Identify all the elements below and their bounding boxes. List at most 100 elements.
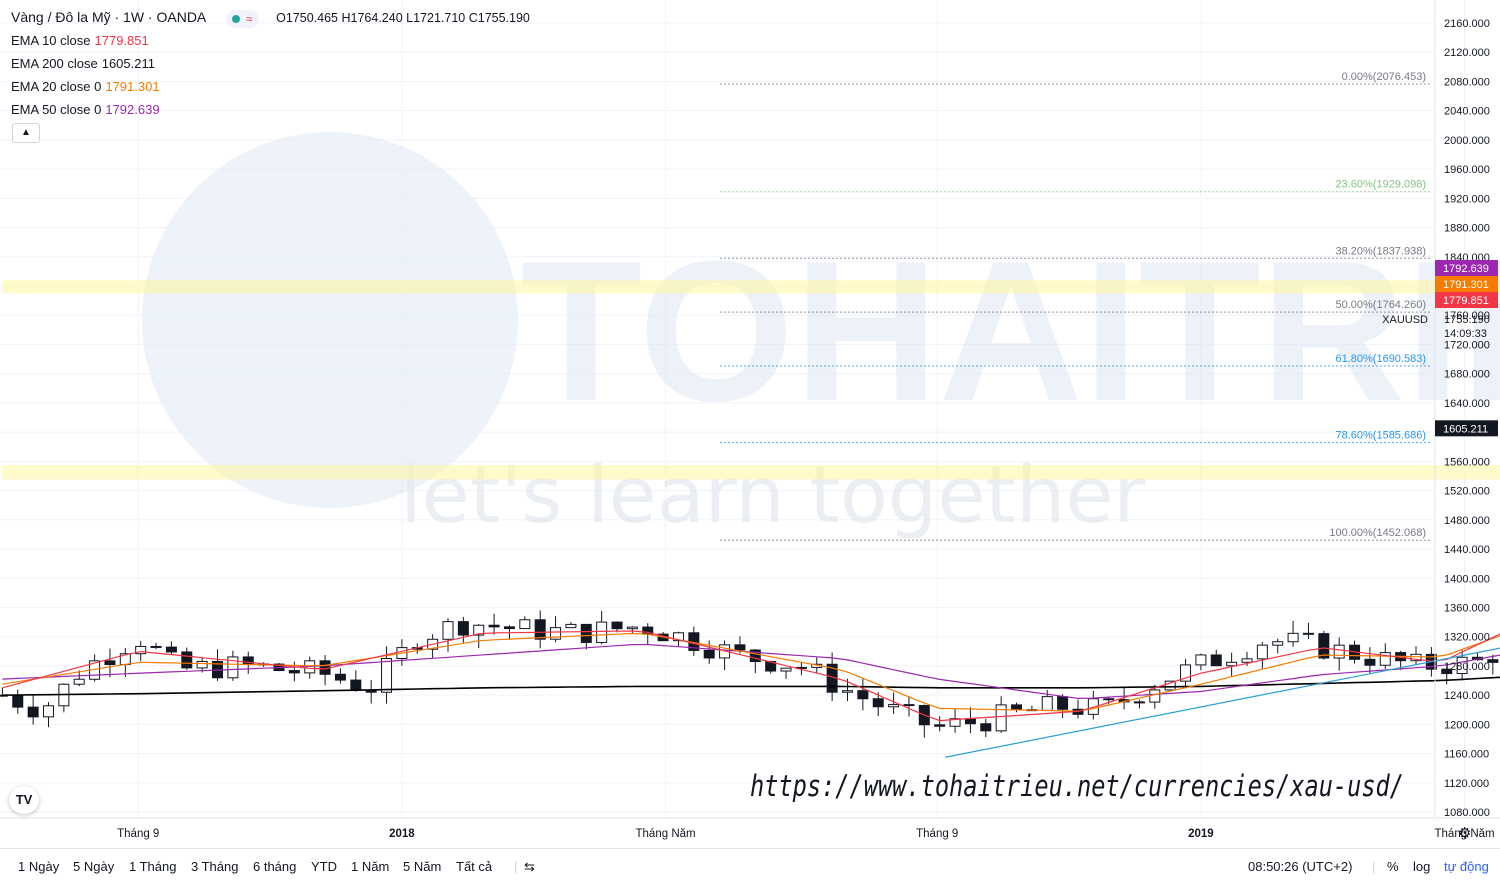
tf-5d[interactable]: 5 Ngày: [73, 859, 115, 874]
candle-body: [1180, 664, 1192, 682]
time-tick-label: 2018: [389, 828, 415, 840]
tf-5y[interactable]: 5 Năm: [403, 859, 442, 874]
price-label-text: 1605.211: [1443, 423, 1488, 435]
indicator-value: 1792.639: [105, 102, 160, 117]
candle-body: [196, 660, 208, 669]
bottom-toolbar: 1 Ngày 5 Ngày 1 Tháng 3 Tháng 6 tháng YT…: [0, 848, 1500, 883]
date-range-icon[interactable]: ⇆: [524, 859, 535, 874]
ohlc-open-label: O: [276, 11, 286, 25]
indicator-value: 1791.301: [105, 79, 160, 94]
price-tick-label: 1320.000: [1444, 632, 1490, 644]
candle-body: [1195, 654, 1207, 666]
candle-body: [611, 621, 623, 630]
candle-body: [1272, 641, 1284, 646]
price-label-box: [1435, 260, 1498, 276]
gear-icon[interactable]: ⚙: [1458, 825, 1472, 842]
ema50-line: [2, 643, 1500, 700]
fib-level-label: 78.60%(1585.686): [1335, 430, 1426, 442]
candle-body: [503, 626, 515, 630]
ohlc-low-label: L: [406, 11, 414, 25]
price-tick-label: 1960.000: [1444, 164, 1490, 176]
auto-scale-toggle[interactable]: tự động: [1444, 859, 1489, 874]
candle-body: [580, 623, 592, 643]
indicator-ema200[interactable]: EMA 200 close 1605.211: [11, 52, 530, 75]
price-tick-label: 1680.000: [1444, 369, 1490, 381]
watermark-logo: [142, 132, 518, 508]
market-status-badge[interactable]: ≈: [225, 9, 259, 28]
candle-body: [703, 649, 715, 659]
candle-body: [534, 619, 546, 640]
price-label-box: [1435, 292, 1498, 308]
candle-body: [181, 651, 193, 669]
tf-1y[interactable]: 1 Năm: [351, 859, 390, 874]
candle-body: [42, 705, 54, 718]
indicator-ema10[interactable]: EMA 10 close 1779.851: [11, 29, 530, 52]
candle-body: [1226, 661, 1238, 667]
fib-level-label: 0.00%(2076.453): [1342, 71, 1426, 83]
candle-body: [73, 678, 85, 685]
candle-body: [1318, 633, 1330, 659]
candle-body: [780, 667, 792, 672]
ema10-line: [2, 630, 1500, 722]
wave-icon: ≈: [245, 11, 253, 26]
price-tick-label: 1520.000: [1444, 486, 1490, 498]
price-tick-label: 1440.000: [1444, 544, 1490, 556]
candle-body: [104, 660, 116, 665]
candle-body: [227, 656, 239, 679]
collapse-legend-button[interactable]: ▲: [12, 123, 40, 143]
divider: |: [514, 859, 518, 874]
tf-6m[interactable]: 6 tháng: [253, 859, 297, 874]
price-tick-label: 1200.000: [1444, 719, 1490, 731]
indicator-ema50[interactable]: EMA 50 close 0 1792.639: [11, 98, 530, 121]
tf-ytd[interactable]: YTD: [311, 859, 337, 874]
candle-body: [381, 658, 393, 693]
support-resistance-zone: [2, 465, 1500, 480]
candle-body: [1011, 704, 1023, 711]
site-url: https://www.tohaitrieu.net/currencies/xa…: [750, 769, 1404, 803]
ema200-line: [2, 676, 1500, 696]
support-resistance-zone: [2, 280, 1500, 294]
candle-body: [934, 724, 946, 727]
price-tick-label: 1400.000: [1444, 573, 1490, 585]
price-tick-label: 2160.000: [1444, 18, 1490, 30]
fib-level-label: 50.00%(1764.260): [1335, 299, 1426, 311]
ohlc-values: O1750.465 H1764.240 L1721.710 C1755.190: [276, 11, 530, 25]
price-tick-label: 1720.000: [1444, 339, 1490, 351]
candle-body: [734, 644, 746, 651]
price-chart[interactable]: TOHAITRIEUlet's learn together 0.00%(2076…: [0, 0, 1500, 848]
clock-time[interactable]: 08:50:26 (UTC+2): [1248, 859, 1353, 874]
indicator-name: EMA 10 close: [11, 33, 91, 48]
candle-body: [27, 706, 39, 718]
indicator-ema20[interactable]: EMA 20 close 0 1791.301: [11, 75, 530, 98]
fib-level-label: 23.60%(1929.098): [1335, 179, 1426, 191]
candle-body: [888, 704, 900, 708]
candle-body: [1057, 696, 1069, 710]
tf-3m[interactable]: 3 Tháng: [191, 859, 239, 874]
candle-body: [488, 624, 500, 628]
tradingview-logo-icon[interactable]: TV: [9, 786, 39, 814]
price-tick-label: 2120.000: [1444, 47, 1490, 59]
candle-body: [980, 723, 992, 732]
log-toggle[interactable]: log: [1413, 859, 1431, 874]
indicator-name: EMA 50 close 0: [11, 102, 102, 117]
tf-1m[interactable]: 1 Tháng: [129, 859, 177, 874]
tf-all[interactable]: Tất cả: [456, 859, 493, 874]
candle-body: [857, 690, 869, 700]
watermark-brand: TOHAITRIEU: [520, 220, 1500, 443]
price-tick-label: 1120.000: [1444, 778, 1489, 790]
candle-body: [841, 690, 853, 693]
symbol-title[interactable]: Vàng / Đô la Mỹ · 1W · OANDA: [11, 9, 207, 25]
tf-1d[interactable]: 1 Ngày: [18, 859, 60, 874]
ohlc-low: 1721.710: [413, 11, 466, 25]
price-tick-label: 1880.000: [1444, 223, 1490, 235]
percent-toggle[interactable]: %: [1387, 859, 1399, 874]
ohlc-close-label: C: [468, 11, 478, 25]
candle-body: [165, 646, 177, 653]
candle-body: [995, 704, 1007, 732]
ohlc-high: 1764.240: [350, 11, 403, 25]
price-tick-label: 1360.000: [1444, 602, 1490, 614]
candle-body: [519, 619, 531, 630]
price-tick-label: 1080.000: [1444, 807, 1490, 819]
candle-body: [1164, 680, 1176, 691]
candle-body: [1302, 632, 1314, 635]
